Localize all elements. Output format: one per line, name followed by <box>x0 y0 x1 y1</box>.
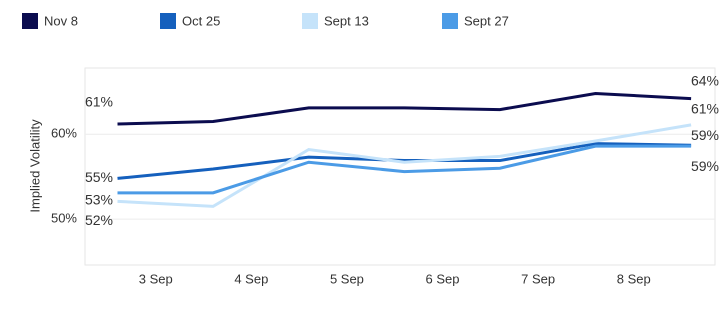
value-label: 59% <box>691 127 719 143</box>
legend-label: Sept 13 <box>324 13 369 28</box>
value-label: 52% <box>85 212 113 228</box>
x-tick-label: 8 Sep <box>617 271 651 286</box>
x-tick-label: 4 Sep <box>234 271 268 286</box>
x-tick-label: 6 Sep <box>426 271 460 286</box>
value-label: 53% <box>85 192 113 208</box>
y-tick-label: 50% <box>51 211 77 226</box>
legend-label: Nov 8 <box>44 13 78 28</box>
y-axis-title: Implied Volatility <box>27 119 42 213</box>
x-tick-label: 5 Sep <box>330 271 364 286</box>
series-line <box>117 142 692 180</box>
series-line <box>117 123 692 208</box>
x-tick-label: 7 Sep <box>521 271 555 286</box>
legend-label: Oct 25 <box>182 13 220 28</box>
legend-swatch <box>22 13 38 29</box>
y-tick-label: 60% <box>51 126 77 141</box>
series-line <box>117 144 692 195</box>
value-label: 55% <box>85 169 113 185</box>
series-line <box>117 91 692 126</box>
legend-swatch <box>442 13 458 29</box>
legend-label: Sept 27 <box>464 13 509 28</box>
legend-swatch <box>302 13 318 29</box>
value-label: 59% <box>691 158 719 174</box>
value-label: 61% <box>85 94 113 110</box>
value-label: 64% <box>691 72 719 88</box>
plot-border <box>84 67 716 266</box>
legend-swatch <box>160 13 176 29</box>
value-label: 61% <box>691 101 719 117</box>
x-tick-label: 3 Sep <box>139 271 173 286</box>
